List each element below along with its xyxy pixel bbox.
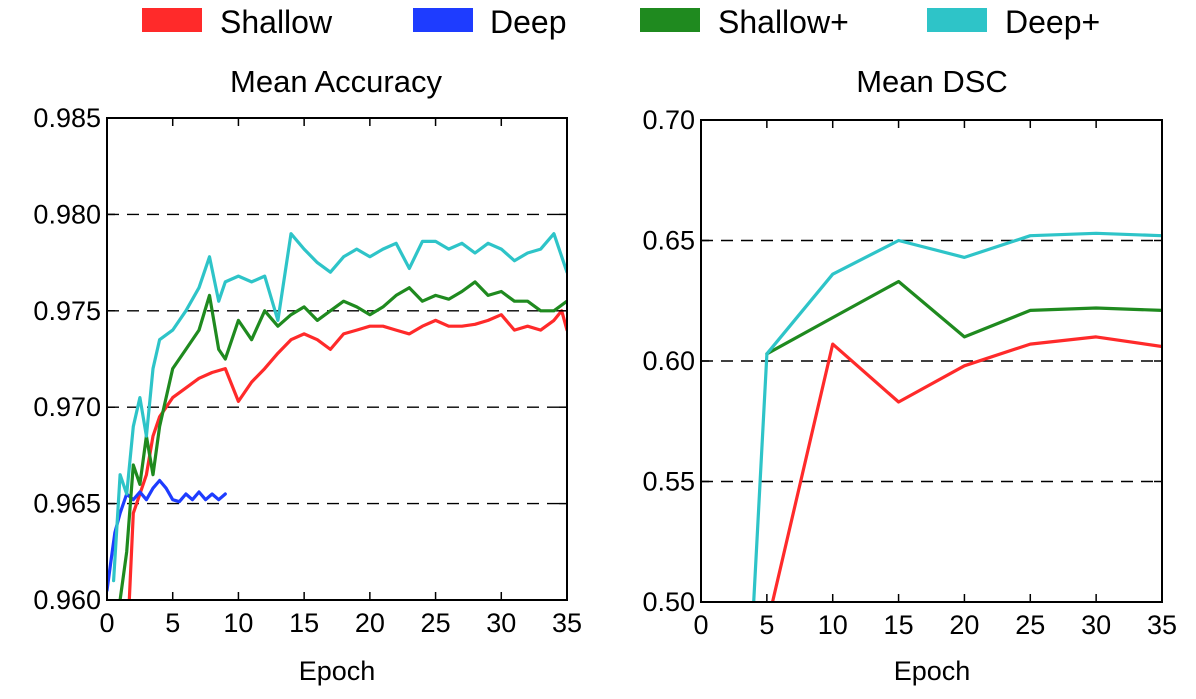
accuracy-plot-frame [106, 117, 568, 601]
dsc-x-tick-label: 20 [949, 610, 979, 640]
dsc-x-tick-label: 0 [693, 610, 708, 640]
dsc-series-line-shallow-plus [765, 279, 1162, 356]
accuracy-x-tick-label: 5 [165, 608, 180, 638]
dsc-y-tick-label: 0.50 [642, 587, 695, 617]
legend-label-shallow-plus: Shallow+ [718, 4, 849, 40]
dsc-chart: Mean DSC 0 5 10 15 20 25 30 350.500.550.600.650… [642, 64, 1177, 686]
dsc-y-tick-label: 0.60 [642, 346, 695, 376]
accuracy-gridlines [107, 213, 567, 505]
accuracy-chart: Mean Accuracy 0 5 10 15 20 25 30 35 0.960 0.965 0.… [33, 64, 582, 686]
accuracy-x-tick-label: 35 [552, 608, 582, 638]
dsc-y-tick-label: 0.70 [642, 105, 695, 135]
accuracy-x-tick-label: 25 [421, 608, 451, 638]
dsc-series-line-deep-plus [752, 231, 1162, 602]
dsc-x-tick-label: 25 [1015, 610, 1045, 640]
legend: Shallow Deep Shallow+ Deep+ [142, 4, 1100, 40]
accuracy-chart-title: Mean Accuracy [230, 64, 442, 99]
dsc-x-tick-label: 30 [1081, 610, 1111, 640]
accuracy-series-line-deep-plus [111, 232, 567, 583]
accuracy-x-tick-label: 0 [99, 608, 114, 638]
dsc-series [752, 231, 1162, 602]
accuracy-x-tick-label: 10 [223, 608, 253, 638]
legend-label-deep: Deep [490, 4, 567, 40]
dsc-x-tick-label: 5 [759, 610, 774, 640]
dsc-x-tick-label: 15 [884, 610, 914, 640]
accuracy-series-line-shallow-plus [118, 280, 567, 600]
accuracy-y-tick-label: 0.980 [33, 199, 101, 229]
accuracy-series-line-shallow [127, 309, 567, 600]
accuracy-y-tick-label: 0.960 [33, 585, 101, 615]
dsc-y-tick-label: 0.55 [642, 467, 695, 497]
legend-label-shallow: Shallow [220, 4, 333, 40]
dsc-chart-title: Mean DSC [856, 64, 1008, 99]
legend-swatch-shallow [142, 8, 202, 32]
accuracy-x-tick-label: 15 [289, 608, 319, 638]
accuracy-x-tick-label: 20 [355, 608, 385, 638]
accuracy-series-line-deep [107, 478, 227, 593]
accuracy-y-tick-label: 0.975 [33, 296, 101, 326]
legend-swatch-deep [413, 8, 473, 32]
dsc-y-tick-label: 0.65 [642, 226, 695, 256]
accuracy-ticks: 0 5 10 15 20 25 30 35 0.960 0.965 0.970 0.975 0.980 0… [33, 103, 582, 638]
accuracy-y-tick-label: 0.985 [33, 103, 101, 133]
accuracy-series [107, 232, 567, 600]
accuracy-y-tick-label: 0.965 [33, 489, 101, 519]
legend-label-deep-plus: Deep+ [1005, 4, 1100, 40]
legend-swatch-shallow-plus [640, 8, 700, 32]
accuracy-x-tick-label: 30 [486, 608, 516, 638]
dsc-gridlines [701, 239, 1162, 483]
legend-swatch-deep-plus [927, 8, 987, 32]
accuracy-y-tick-label: 0.970 [33, 392, 101, 422]
dsc-x-tick-label: 10 [818, 610, 848, 640]
dsc-series-line-shallow [770, 335, 1162, 602]
dsc-x-tick-label: 35 [1147, 610, 1177, 640]
accuracy-x-axis-label: Epoch [299, 656, 376, 686]
dsc-x-axis-label: Epoch [894, 656, 971, 686]
dsc-ticks: 0 5 10 15 20 25 30 35 0.50 0.55 0.60 0.65 0.70 [642, 105, 1177, 640]
